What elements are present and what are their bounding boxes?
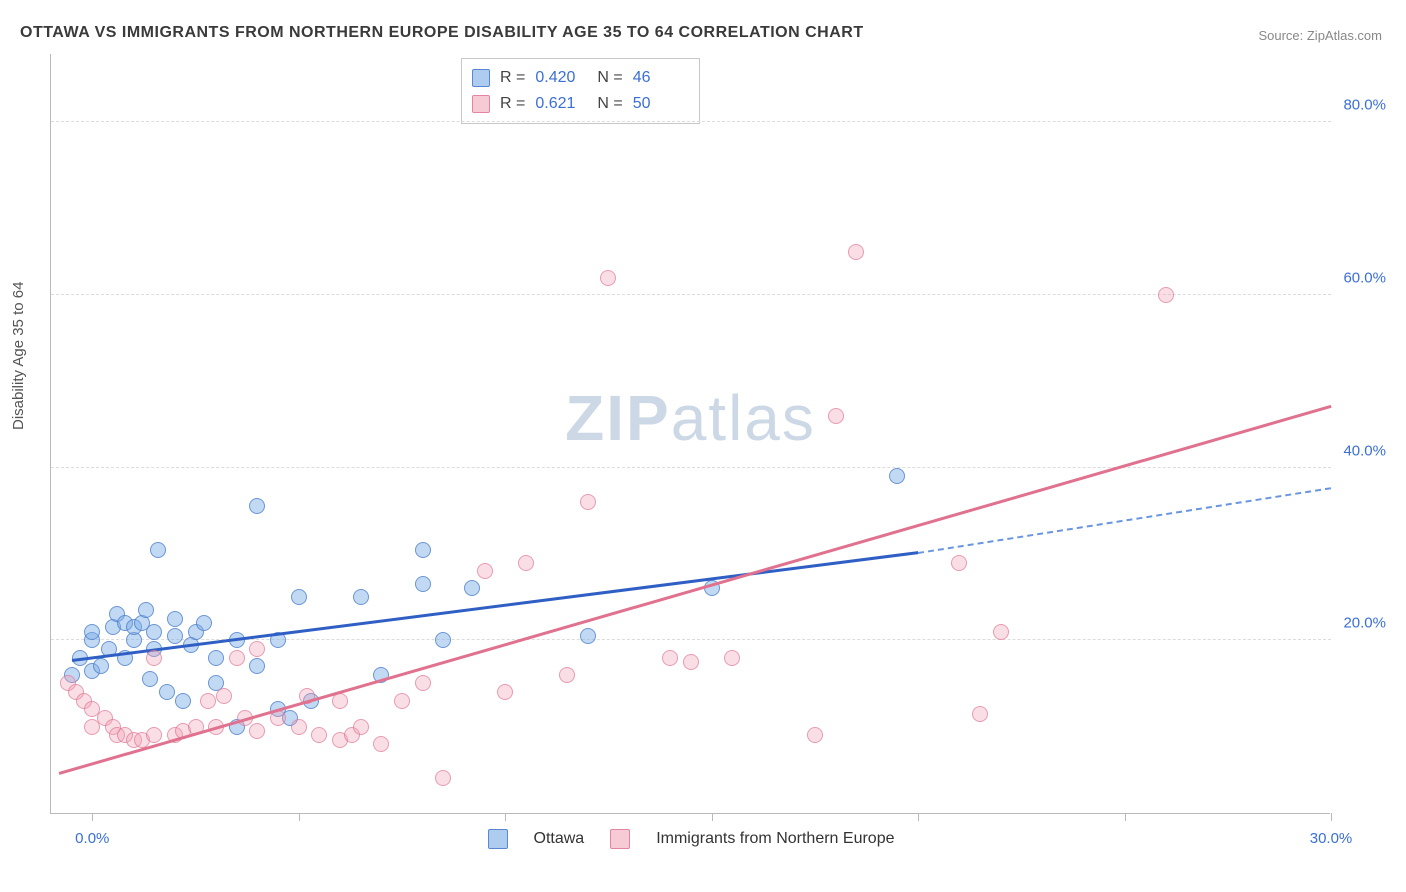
legend-label: Immigrants from Northern Europe (656, 830, 894, 848)
data-point (580, 628, 596, 644)
data-point (394, 693, 410, 709)
data-point (196, 615, 212, 631)
swatch-ottawa (472, 69, 490, 87)
data-point (216, 688, 232, 704)
data-point (972, 706, 988, 722)
x-tick (712, 813, 713, 821)
stat-r-label: R = (500, 91, 525, 117)
stat-n-label: N = (597, 91, 622, 117)
source-credit: Source: ZipAtlas.com (1258, 28, 1382, 43)
y-tick-label: 80.0% (1343, 97, 1386, 114)
data-point (464, 580, 480, 596)
regression-line (59, 405, 1331, 774)
legend-label: Ottawa (534, 830, 585, 848)
data-point (332, 693, 348, 709)
y-axis-label: Disability Age 35 to 64 (10, 282, 27, 430)
x-tick (505, 813, 506, 821)
data-point (249, 641, 265, 657)
x-tick-label: 30.0% (1310, 830, 1353, 847)
data-point (146, 650, 162, 666)
y-tick-label: 20.0% (1343, 615, 1386, 632)
regression-line (918, 487, 1331, 554)
data-point (249, 658, 265, 674)
data-point (518, 555, 534, 571)
data-point (159, 684, 175, 700)
stat-n-value: 50 (633, 91, 685, 117)
x-tick-label: 0.0% (75, 830, 109, 847)
data-point (291, 719, 307, 735)
data-point (146, 624, 162, 640)
data-point (373, 736, 389, 752)
data-point (146, 727, 162, 743)
data-point (724, 650, 740, 666)
gridline-h (51, 294, 1331, 295)
source-link[interactable]: ZipAtlas.com (1307, 28, 1382, 43)
bottom-legend: Ottawa Immigrants from Northern Europe (51, 829, 1331, 849)
watermark: ZIPatlas (565, 381, 816, 455)
gridline-h (51, 121, 1331, 122)
gridline-h (51, 467, 1331, 468)
data-point (951, 555, 967, 571)
x-tick (92, 813, 93, 821)
data-point (993, 624, 1009, 640)
stats-row: R = 0.420 N = 46 (472, 65, 685, 91)
data-point (889, 468, 905, 484)
data-point (477, 563, 493, 579)
watermark-rest: atlas (671, 382, 816, 454)
chart-title: OTTAWA VS IMMIGRANTS FROM NORTHERN EUROP… (20, 24, 864, 42)
data-point (208, 650, 224, 666)
data-point (559, 667, 575, 683)
watermark-bold: ZIP (565, 382, 671, 454)
data-point (291, 589, 307, 605)
stat-r-value: 0.621 (535, 91, 587, 117)
source-prefix: Source: (1258, 28, 1306, 43)
data-point (167, 628, 183, 644)
data-point (200, 693, 216, 709)
data-point (415, 576, 431, 592)
data-point (353, 719, 369, 735)
data-point (93, 658, 109, 674)
data-point (175, 693, 191, 709)
data-point (435, 770, 451, 786)
data-point (84, 624, 100, 640)
chart-area: ZIPatlas R = 0.420 N = 46 R = 0.621 N = … (50, 54, 1330, 814)
swatch-ottawa (488, 829, 508, 849)
swatch-immigrants (472, 95, 490, 113)
data-point (662, 650, 678, 666)
data-point (435, 632, 451, 648)
stats-row: R = 0.621 N = 50 (472, 91, 685, 117)
y-tick-label: 60.0% (1343, 269, 1386, 286)
x-tick (299, 813, 300, 821)
stats-legend-box: R = 0.420 N = 46 R = 0.621 N = 50 (461, 58, 700, 124)
data-point (150, 542, 166, 558)
stat-n-label: N = (597, 65, 622, 91)
data-point (415, 542, 431, 558)
x-tick (1125, 813, 1126, 821)
stat-r-value: 0.420 (535, 65, 587, 91)
data-point (600, 270, 616, 286)
data-point (142, 671, 158, 687)
x-tick (918, 813, 919, 821)
data-point (848, 244, 864, 260)
data-point (828, 408, 844, 424)
x-tick (1331, 813, 1332, 821)
data-point (1158, 287, 1174, 303)
data-point (580, 494, 596, 510)
stat-r-label: R = (500, 65, 525, 91)
data-point (415, 675, 431, 691)
data-point (353, 589, 369, 605)
data-point (311, 727, 327, 743)
data-point (229, 650, 245, 666)
data-point (683, 654, 699, 670)
data-point (249, 498, 265, 514)
data-point (167, 611, 183, 627)
data-point (249, 723, 265, 739)
plot-wrap: ZIPatlas R = 0.420 N = 46 R = 0.621 N = … (50, 54, 1370, 844)
data-point (807, 727, 823, 743)
data-point (138, 602, 154, 618)
stat-n-value: 46 (633, 65, 685, 91)
swatch-immigrants (610, 829, 630, 849)
data-point (497, 684, 513, 700)
y-tick-label: 40.0% (1343, 442, 1386, 459)
